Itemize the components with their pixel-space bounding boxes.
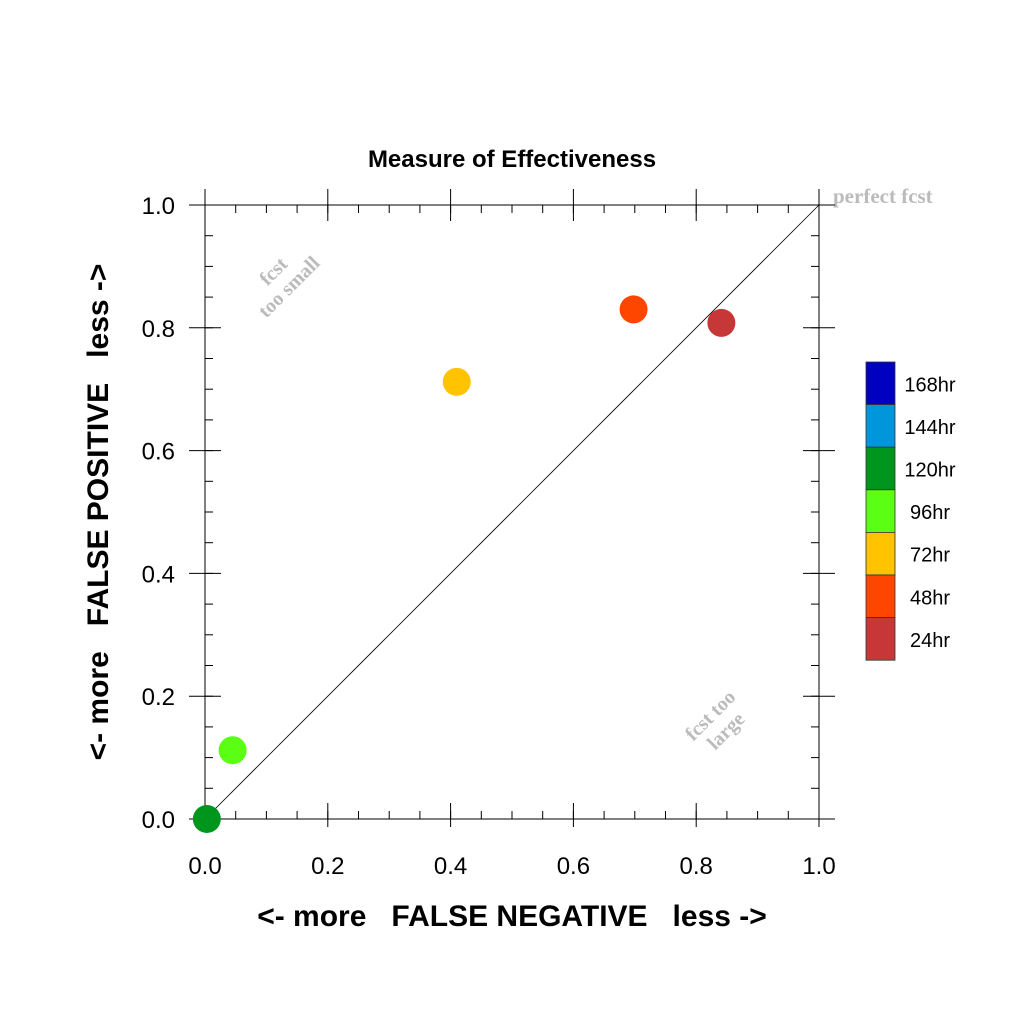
legend-swatch-144hr bbox=[865, 404, 896, 448]
x-tick-label: 1.0 bbox=[802, 853, 835, 880]
legend-label-24hr: 24hr bbox=[910, 630, 950, 652]
too-small-line2: too small bbox=[254, 252, 324, 322]
x-axis: 0.0 0.2 0.4 0.6 0.8 1.0 bbox=[188, 189, 836, 880]
y-axis: 0.0 0.2 0.4 0.6 0.8 1.0 bbox=[142, 193, 835, 834]
legend-label-48hr: 48hr bbox=[910, 587, 950, 609]
legend-swatch-72hr bbox=[865, 532, 896, 576]
point-24hr bbox=[707, 308, 736, 337]
y-tick-label: 0.0 bbox=[142, 807, 175, 834]
point-96hr bbox=[218, 736, 247, 765]
point-120hr bbox=[192, 805, 221, 833]
point-72hr bbox=[442, 367, 471, 396]
y-tick-label: 0.2 bbox=[142, 684, 175, 711]
y-axis-label: <- more FALSE POSITIVE less -> bbox=[82, 264, 115, 761]
chart-title: Measure of Effectiveness bbox=[368, 146, 656, 173]
y-tick-label: 1.0 bbox=[142, 193, 175, 220]
legend-swatch-168hr bbox=[865, 361, 896, 405]
legend: 168hr 144hr 120hr 96hr 72hr 48hr 24hr bbox=[865, 361, 956, 661]
y-tick-label: 0.8 bbox=[142, 316, 175, 343]
perfect-fcst-annotation: perfect fcst bbox=[833, 184, 933, 208]
x-tick-label: 0.8 bbox=[680, 853, 713, 880]
x-tick-label: 0.6 bbox=[557, 853, 590, 880]
legend-label-168hr: 168hr bbox=[904, 374, 955, 396]
perfect-forecast-diagonal bbox=[204, 204, 820, 820]
x-tick-label: 0.0 bbox=[188, 853, 221, 880]
y-tick-label: 0.4 bbox=[142, 561, 175, 588]
legend-swatch-120hr bbox=[865, 446, 896, 491]
point-48hr bbox=[619, 295, 648, 324]
too-large-annotation: fcst too large bbox=[681, 686, 749, 754]
y-tick-label: 0.6 bbox=[142, 439, 175, 466]
x-tick-label: 0.2 bbox=[311, 853, 344, 880]
plot-area bbox=[196, 204, 820, 828]
legend-label-96hr: 96hr bbox=[910, 502, 950, 524]
too-small-annotation: fcst too small bbox=[254, 252, 324, 322]
x-axis-label: <- more FALSE NEGATIVE less -> bbox=[257, 900, 767, 933]
legend-label-144hr: 144hr bbox=[904, 417, 955, 439]
data-points bbox=[192, 295, 736, 833]
x-tick-label: 0.4 bbox=[434, 853, 467, 880]
legend-swatch-48hr bbox=[865, 574, 896, 618]
legend-swatch-24hr bbox=[865, 617, 896, 661]
legend-label-120hr: 120hr bbox=[904, 460, 955, 482]
legend-label-72hr: 72hr bbox=[910, 545, 950, 567]
legend-swatch-96hr bbox=[865, 489, 896, 533]
